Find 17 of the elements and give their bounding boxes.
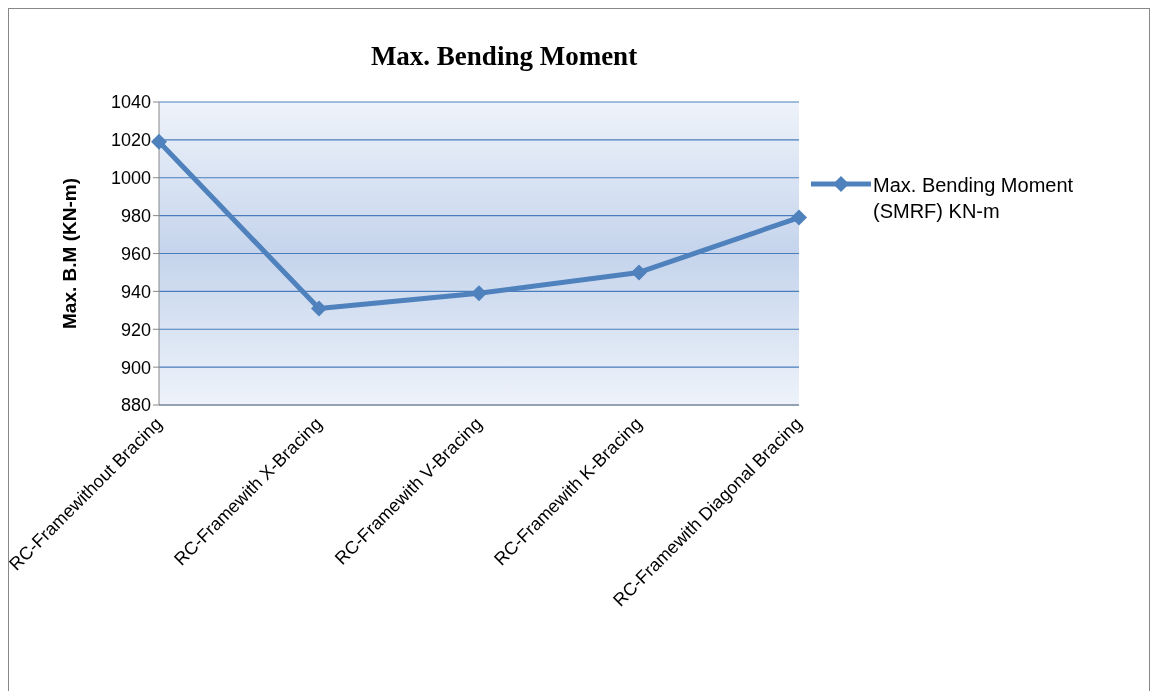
y-tick-label: 940: [120, 281, 151, 302]
y-tick-label: 1020: [110, 130, 151, 151]
point: [311, 300, 327, 317]
y-tick-label: 980: [120, 206, 151, 227]
point: [631, 264, 647, 281]
point: [791, 209, 807, 226]
point: [151, 133, 167, 150]
y-tick-label: 920: [120, 319, 151, 340]
y-tick-label: 880: [120, 395, 151, 416]
y-tick-label: 1040: [110, 92, 151, 113]
y-tick-label: 960: [120, 243, 151, 264]
chart-title: Max. Bending Moment: [369, 41, 639, 72]
y-axis-title: Max. B.M (KN-m): [58, 178, 80, 329]
y-tick-label: 1000: [110, 168, 151, 189]
y-tick-label: 900: [120, 357, 151, 378]
legend-label: Max. Bending Moment (SMRF) KN-m: [873, 173, 1075, 224]
point: [471, 285, 487, 302]
